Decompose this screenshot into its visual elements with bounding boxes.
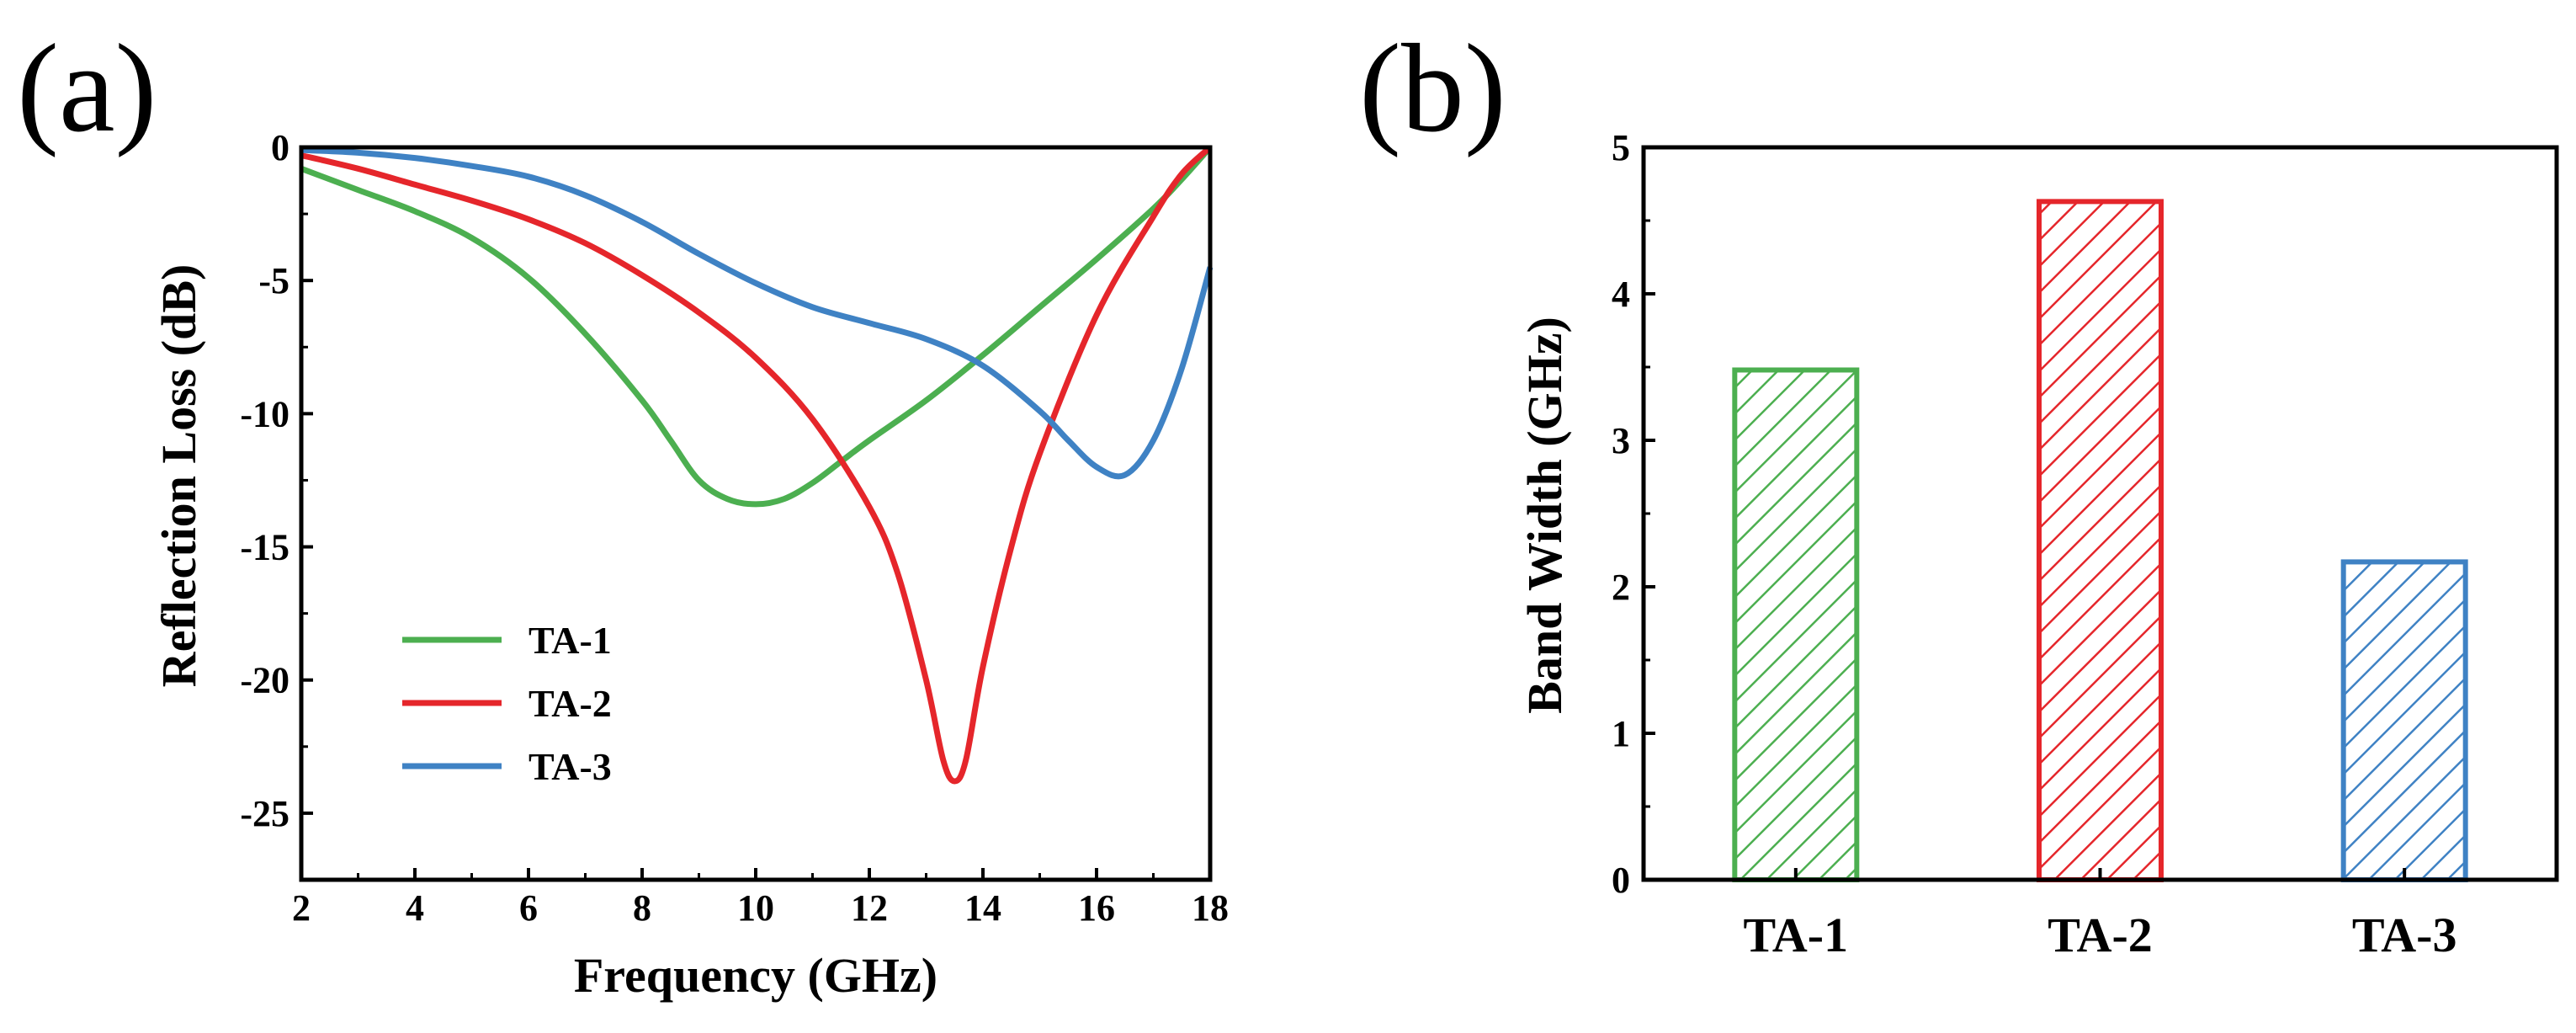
y-tick-label: 4 (1612, 274, 1630, 315)
y-tick-label: 3 (1612, 420, 1630, 461)
panel-a-x-ticks: 2 4 6 8 10 12 14 16 18 (292, 868, 1229, 929)
panel-b: (b) 0 1 2 3 4 5 TA-1 TA-2 TA-3 Band Width (GHz) (1359, 19, 2559, 962)
x-tick-label: 2 (292, 887, 311, 929)
line-series-ta-1 (300, 145, 1213, 508)
x-tick-label: 10 (737, 887, 774, 929)
panel-a-y-ticks: 0 -5 -10 -15 -20 -25 (240, 127, 313, 881)
panel-a-x-axis-title: Frequency (GHz) (574, 948, 937, 1003)
panel-a-label: (a) (17, 19, 157, 158)
panel-b-category-labels: TA-1 TA-2 TA-3 (1744, 868, 2457, 962)
y-tick-label: 0 (1612, 860, 1630, 901)
x-tick-label: 4 (406, 887, 424, 929)
category-label-ta-1: TA-1 (1744, 908, 1849, 962)
panel-a-y-axis-title: Reflection Loss (dB) (151, 264, 206, 688)
y-tick-label: -25 (240, 793, 289, 834)
x-tick-label: 12 (851, 887, 888, 929)
panel-b-y-ticks: 0 1 2 3 4 5 (1612, 127, 1655, 901)
category-label-ta-2: TA-2 (2048, 908, 2153, 962)
x-tick-label: 16 (1078, 887, 1115, 929)
x-tick-label: 6 (519, 887, 538, 929)
y-tick-label: -20 (240, 660, 289, 701)
line-series-ta-2 (300, 145, 1213, 785)
legend-label-ta-2: TA-2 (528, 682, 612, 725)
y-tick-label: 1 (1612, 713, 1630, 754)
y-tick-label: 0 (271, 127, 289, 168)
panel-a: (a) 2 4 6 8 10 12 14 16 18 0 -5 -10 -15 -20 -25 Frequ… (17, 19, 1229, 1003)
bar-ta-3 (2340, 559, 2468, 882)
bar-ta-1 (1732, 367, 1860, 883)
line-series-ta-3 (300, 146, 1214, 480)
legend-label-ta-1: TA-1 (528, 619, 612, 662)
x-tick-label: 8 (633, 887, 651, 929)
y-tick-label: -15 (240, 527, 289, 568)
bar-ta-2 (2037, 199, 2164, 882)
legend-label-ta-3: TA-3 (528, 745, 612, 788)
x-tick-label: 18 (1192, 887, 1229, 929)
panel-b-bars-group (1732, 199, 2468, 883)
panel-b-y-axis-title: Band Width (GHz) (1517, 317, 1572, 714)
panel-a-plot-frame (299, 145, 1213, 882)
y-tick-label: 2 (1612, 567, 1630, 608)
panel-b-label: (b) (1359, 19, 1506, 158)
y-tick-label: -10 (240, 393, 289, 434)
x-tick-label: 14 (964, 887, 1001, 929)
panel-a-legend: TA-1 TA-2 TA-3 (402, 619, 612, 788)
y-tick-label: -5 (258, 260, 289, 301)
panel-a-series-group (300, 145, 1214, 785)
y-tick-label: 5 (1612, 127, 1630, 168)
category-label-ta-3: TA-3 (2352, 908, 2457, 962)
